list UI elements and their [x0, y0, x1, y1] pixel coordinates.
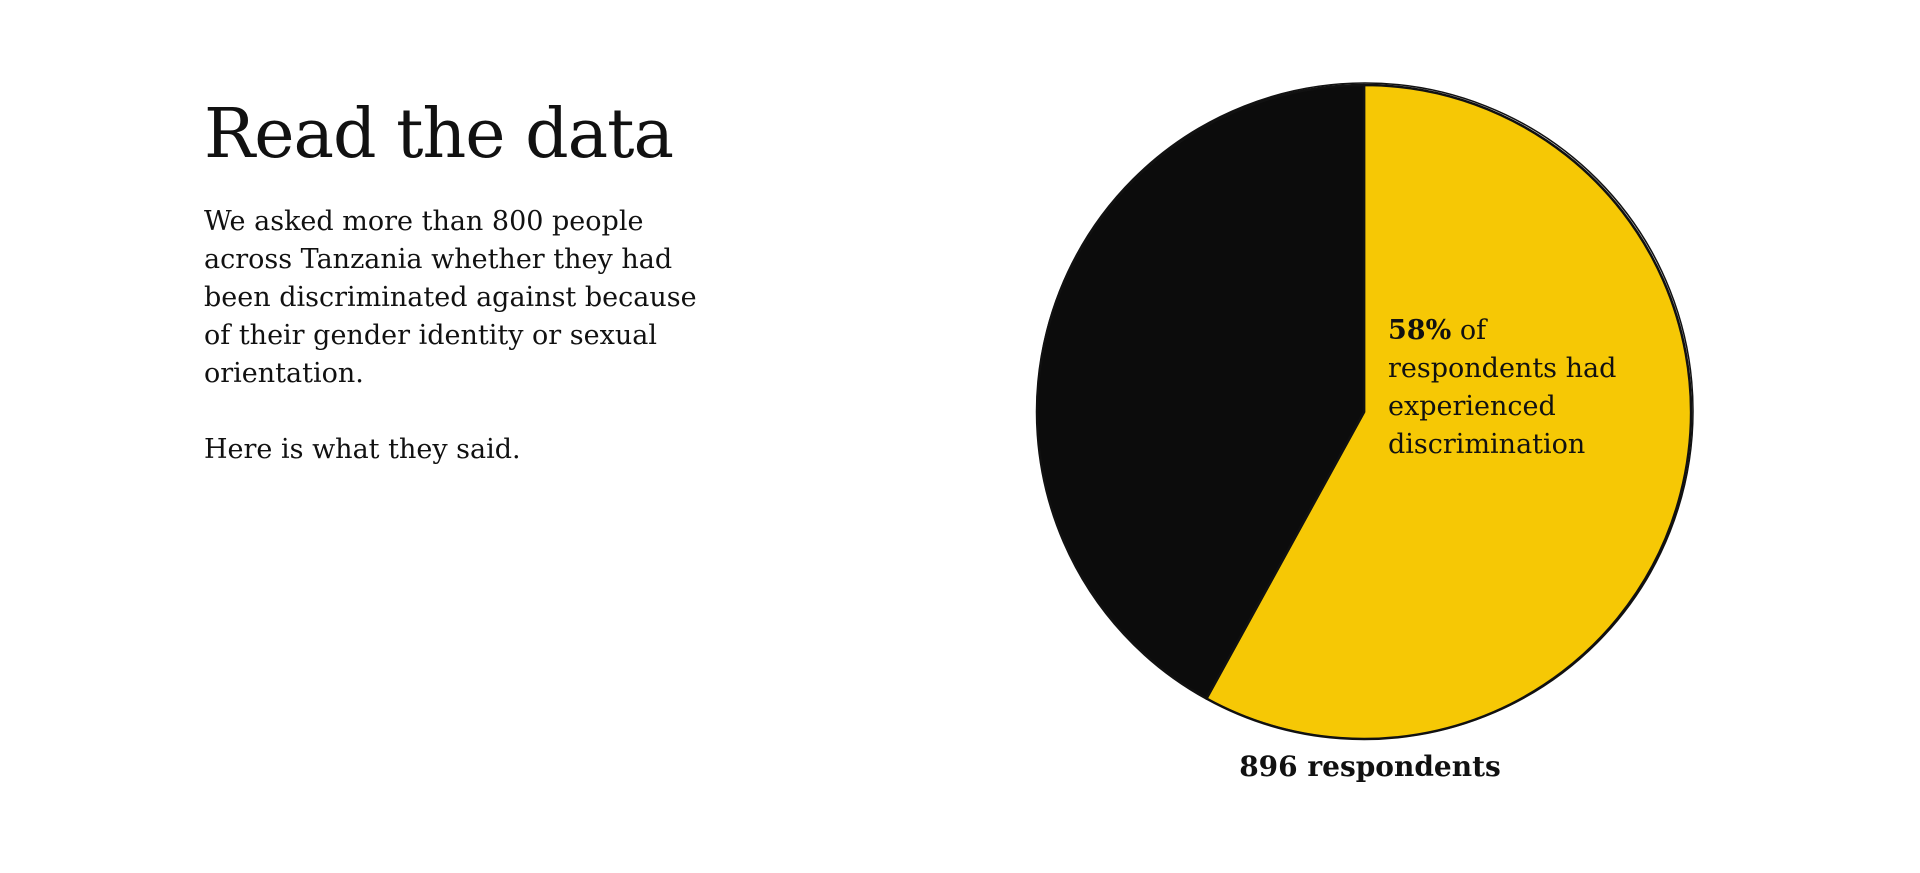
page-title: Read the data	[204, 95, 674, 174]
slice-annotation-value: 58%	[1388, 315, 1452, 346]
intro-body: We asked more than 800 people across Tan…	[204, 205, 697, 389]
slice-annotation-suffix: of	[1451, 315, 1487, 346]
slice-annotation: 58% of respondents had experienced discr…	[1388, 312, 1628, 464]
pie-chart-svg	[1035, 82, 1694, 741]
total-respondents-label: 896 respondents	[1239, 750, 1501, 783]
intro-section: Read the data We asked more than 800 peo…	[204, 95, 724, 469]
pie-outline	[1036, 82, 1694, 740]
pie-chart: 58% of respondents had experienced discr…	[1000, 60, 1740, 820]
intro-subtext: Here is what they said.	[204, 433, 521, 465]
slice-annotation-text: respondents had experienced discriminati…	[1388, 353, 1617, 460]
